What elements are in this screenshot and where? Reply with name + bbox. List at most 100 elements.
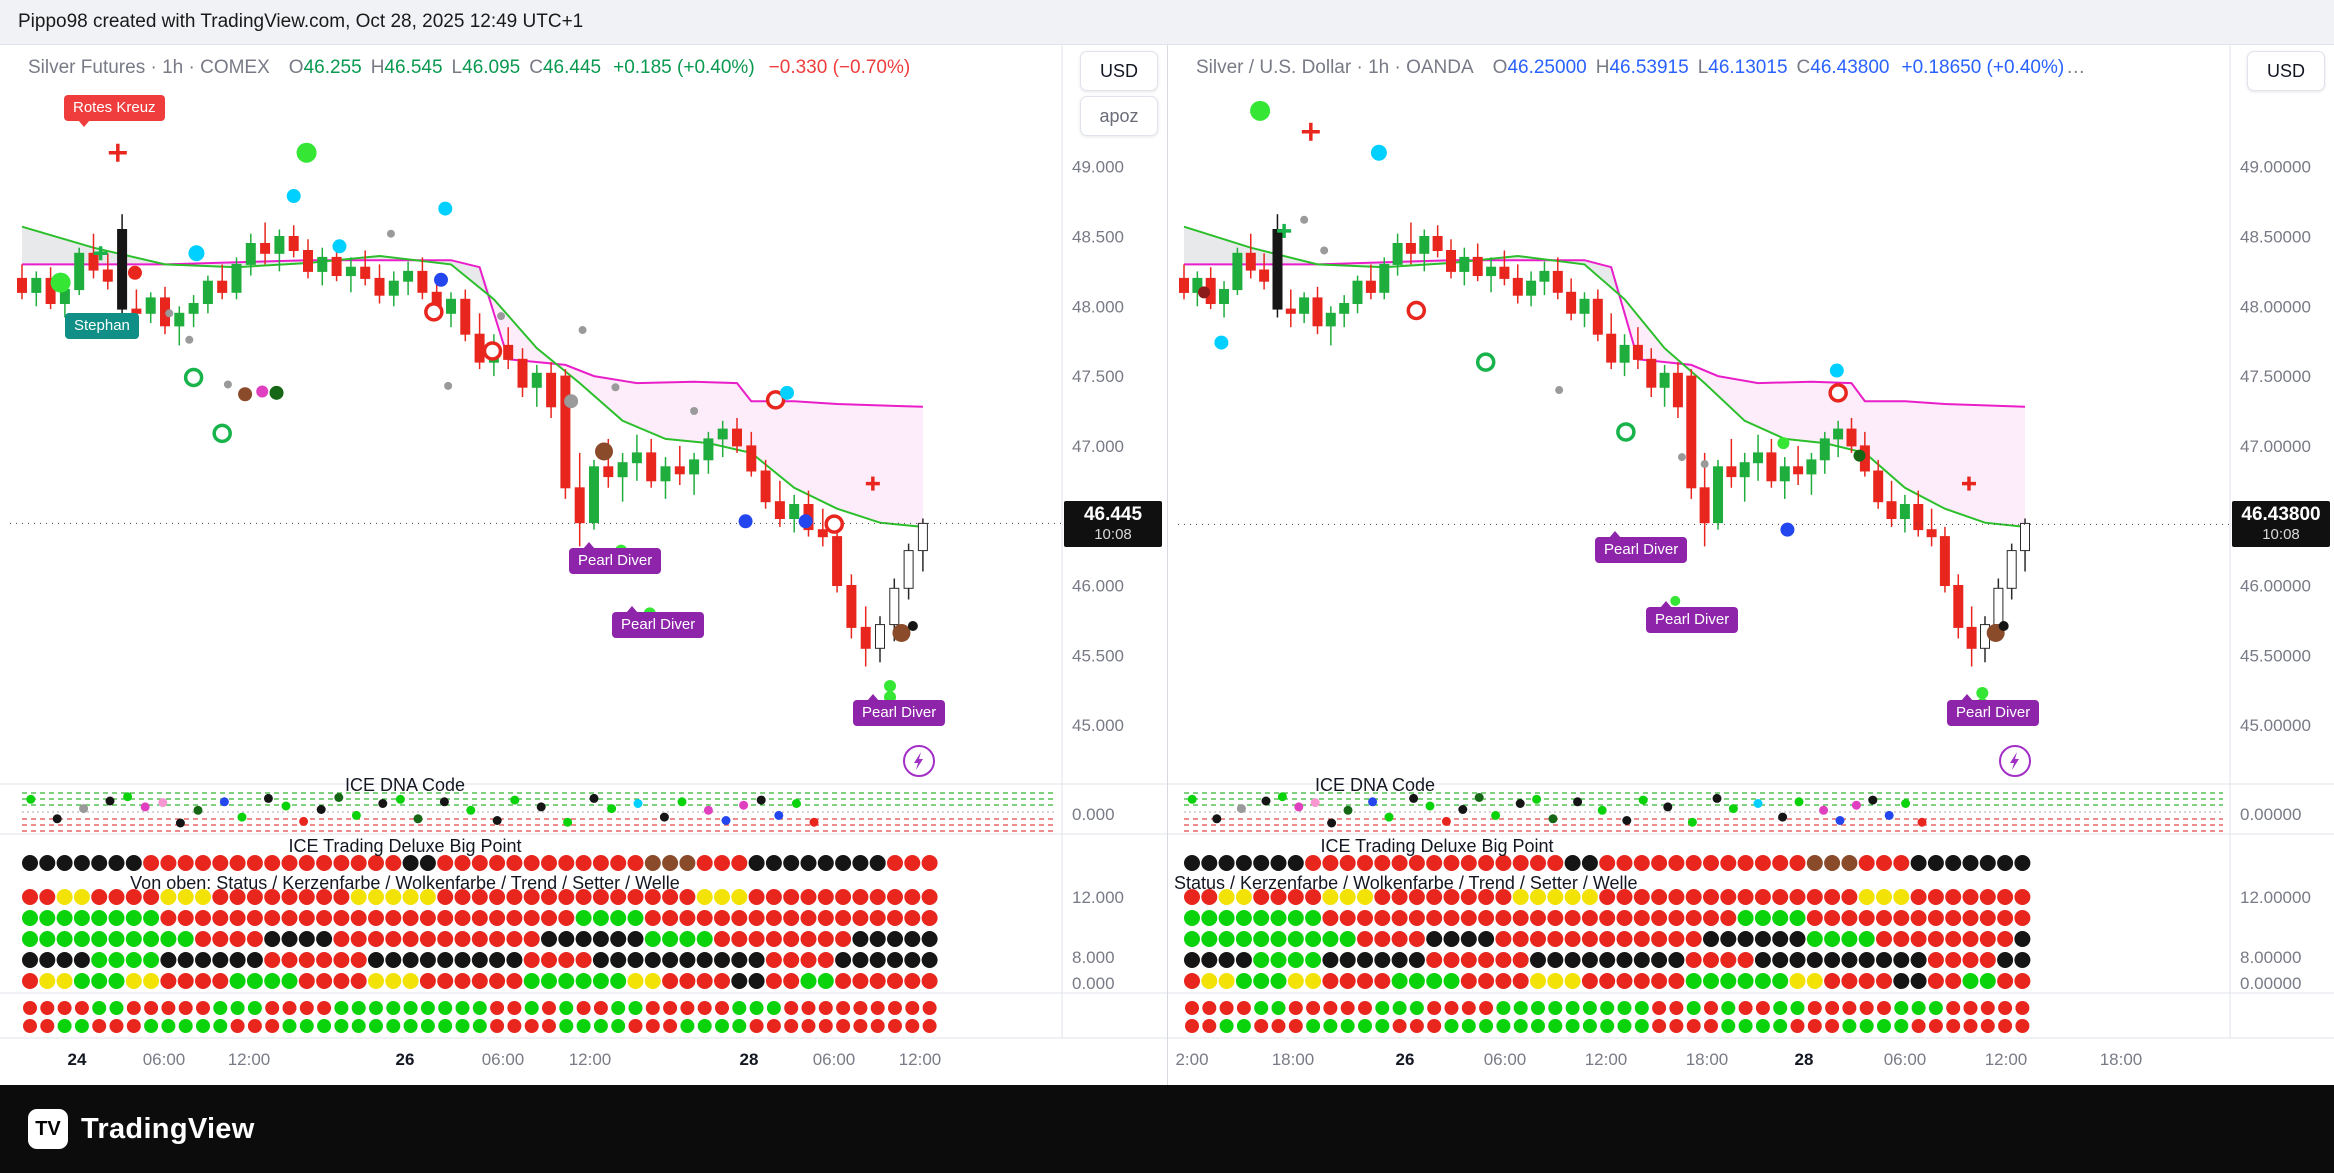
- svg-text:45.000: 45.000: [1072, 716, 1124, 735]
- pearl-diver-label-3[interactable]: Pearl Diver: [853, 694, 946, 726]
- last-price-value: 46.445: [1083, 504, 1143, 525]
- svg-text:47.000: 47.000: [1072, 437, 1124, 456]
- pearl-diver-label-1[interactable]: Pearl Diver: [569, 542, 662, 574]
- svg-text:12:00: 12:00: [228, 1050, 271, 1069]
- lightning-icon[interactable]: [903, 745, 935, 777]
- svg-text:12:00: 12:00: [1985, 1050, 2028, 1069]
- price-scale-unit-buttons: USD: [2247, 51, 2325, 91]
- svg-text:47.50000: 47.50000: [2240, 367, 2311, 386]
- svg-text:06:00: 06:00: [1484, 1050, 1527, 1069]
- price-axis[interactable]: 49.00000 48.50000 48.00000 47.50000 47.00000…: [2240, 158, 2311, 993]
- dna-panel: [22, 792, 1055, 832]
- dna-panel: [1184, 792, 2223, 832]
- ichimoku-cloud-layer: [1183, 225, 2026, 528]
- time-axis[interactable]: 24 06:00 12:00 26 06:00 12:00 28 06:00 12:00: [68, 1050, 942, 1069]
- symbol-title: Silver / U.S. Dollar · 1h · OANDA: [1196, 57, 1474, 78]
- svg-text:28: 28: [1795, 1050, 1814, 1069]
- time-axis[interactable]: 2:00 18:00 26 06:00 12:00 18:00 28 06:00 12:00 18…: [1175, 1050, 2142, 1069]
- panel-separators: [0, 45, 1167, 1039]
- signal-rows-panel: [23, 1001, 937, 1033]
- svg-text:0.00000: 0.00000: [2240, 974, 2301, 993]
- chart-panel-left: 49.000 48.500 48.000 47.500 47.000 46.000 45.5…: [0, 45, 1167, 1085]
- svg-text:0.000: 0.000: [1072, 974, 1115, 993]
- ohlc-high-key: H: [370, 57, 385, 78]
- svg-text:26: 26: [1396, 1050, 1415, 1069]
- svg-text:46.00000: 46.00000: [2240, 577, 2311, 596]
- symbol-legend: Silver Futures · 1h · COMEX O 46.255 H 46.…: [28, 57, 910, 79]
- lightning-icon[interactable]: [1999, 745, 2031, 777]
- footer-bar: TV TradingView: [0, 1085, 2334, 1173]
- ohlc-low-value: 46.13015: [1708, 57, 1788, 78]
- svg-text:12.00000: 12.00000: [2240, 888, 2311, 907]
- ohlc-close-key: C: [1796, 57, 1811, 78]
- last-price-badge: 46.43800 10:08: [2232, 501, 2330, 547]
- ohlc-low-key: L: [1697, 57, 1709, 78]
- pearl-diver-label-2[interactable]: Pearl Diver: [612, 606, 705, 638]
- tradingview-logo-icon[interactable]: TV: [28, 1109, 68, 1149]
- change-value: +0.185 (+0.40%): [613, 57, 755, 78]
- legend-ellipsis: …: [2066, 57, 2086, 78]
- svg-text:28: 28: [740, 1050, 759, 1069]
- chart-canvas[interactable]: 49.00000 48.50000 48.00000 47.50000 47.00000…: [1168, 45, 2334, 1085]
- ohlc-open-value: 46.25000: [1507, 57, 1587, 78]
- svg-text:8.00000: 8.00000: [2240, 948, 2301, 967]
- bar-countdown: 10:08: [1094, 526, 1132, 543]
- chart-panel-right: 49.00000 48.50000 48.00000 47.50000 47.00000…: [1167, 45, 2334, 1085]
- signal-rows-panel: [1185, 1001, 2030, 1033]
- bigpoint-panel: [1184, 855, 2031, 989]
- ohlc-close-key: C: [529, 57, 543, 78]
- pearl-diver-label-1[interactable]: Pearl Diver: [1595, 531, 1688, 563]
- bar-countdown: 10:08: [2262, 526, 2300, 543]
- bigpoint-panel-title: ICE Trading Deluxe Big Point: [288, 836, 522, 856]
- svg-text:12:00: 12:00: [569, 1050, 612, 1069]
- attribution-text: Pippo98 created with TradingView.com, Oc…: [18, 11, 584, 32]
- bigpoint-panel: [22, 855, 938, 989]
- svg-text:45.500: 45.500: [1072, 646, 1124, 665]
- svg-text:48.00000: 48.00000: [2240, 297, 2311, 316]
- bigpoint-panel-subtitle: Status / Kerzenfarbe / Wolkenfarbe / Tre…: [1174, 873, 1638, 893]
- dna-panel-title: ICE DNA Code: [1314, 775, 1436, 795]
- ohlc-close-value: 46.445: [542, 57, 602, 78]
- svg-text:06:00: 06:00: [813, 1050, 856, 1069]
- chart-canvas[interactable]: 49.000 48.500 48.000 47.500 47.000 46.000 45.5…: [0, 45, 1167, 1085]
- rotes-kreuz-label[interactable]: Rotes Kreuz: [64, 95, 165, 127]
- ohlc-high-value: 46.545: [384, 57, 443, 78]
- last-price-value: 46.43800: [2241, 504, 2321, 525]
- price-scale-unit-buttons: USD apoz: [1080, 51, 1158, 136]
- currency-usd-button[interactable]: USD: [2247, 51, 2325, 91]
- pearl-diver-label-2[interactable]: Pearl Diver: [1646, 601, 1739, 633]
- svg-text:49.000: 49.000: [1072, 158, 1124, 177]
- pearl-diver-label-3[interactable]: Pearl Diver: [1947, 694, 2040, 726]
- ohlc-close-value: 46.43800: [1810, 57, 1890, 78]
- last-price-badge: 46.445 10:08: [1064, 501, 1162, 547]
- svg-text:48.000: 48.000: [1072, 297, 1124, 316]
- ohlc-low-value: 46.095: [462, 57, 521, 78]
- ohlc-low-key: L: [451, 57, 463, 78]
- svg-text:2:00: 2:00: [1175, 1050, 1208, 1069]
- price-axis[interactable]: 49.000 48.500 48.000 47.500 47.000 46.000 45.5…: [1072, 158, 1124, 993]
- bigpoint-panel-title: ICE Trading Deluxe Big Point: [1320, 836, 1554, 856]
- signal-markers-layer: [1198, 100, 2009, 711]
- ohlc-open-key: O: [1492, 57, 1508, 78]
- svg-text:48.500: 48.500: [1072, 228, 1124, 247]
- svg-text:47.500: 47.500: [1072, 367, 1124, 386]
- snapshot-header-bar: Pippo98 created with TradingView.com, Oc…: [0, 0, 2334, 45]
- stephan-label[interactable]: Stephan: [65, 313, 139, 339]
- currency-apoz-button[interactable]: apoz: [1080, 96, 1158, 136]
- svg-text:12.000: 12.000: [1072, 888, 1124, 907]
- ohlc-high-key: H: [1595, 57, 1610, 78]
- bigpoint-panel-subtitle: Von oben: Status / Kerzenfarbe / Wolkenf…: [130, 873, 680, 893]
- tradingview-wordmark: TradingView: [81, 1112, 255, 1145]
- candles-layer: [17, 214, 928, 667]
- charts-area: 49.000 48.500 48.000 47.500 47.000 46.000 45.5…: [0, 45, 2334, 1085]
- symbol-legend: Silver / U.S. Dollar · 1h · OANDA O 46.25…: [1196, 57, 2085, 79]
- svg-text:0.000: 0.000: [1072, 805, 1115, 824]
- svg-text:18:00: 18:00: [1272, 1050, 1315, 1069]
- candles-layer: [1179, 214, 2030, 667]
- currency-usd-button[interactable]: USD: [1080, 51, 1158, 91]
- svg-text:47.00000: 47.00000: [2240, 437, 2311, 456]
- svg-text:12:00: 12:00: [899, 1050, 942, 1069]
- symbol-title: Silver Futures · 1h · COMEX: [28, 57, 270, 78]
- svg-text:12:00: 12:00: [1585, 1050, 1628, 1069]
- svg-text:06:00: 06:00: [482, 1050, 525, 1069]
